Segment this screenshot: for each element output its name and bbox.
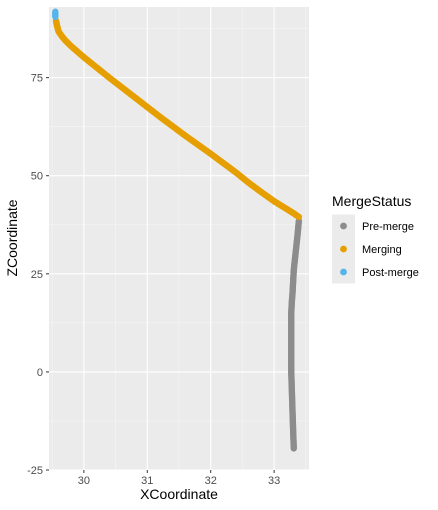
x-tick-label: 32	[205, 475, 217, 487]
y-tick-label: 25	[31, 269, 43, 281]
point-post-merge	[52, 8, 59, 15]
axis-ticks	[46, 77, 275, 473]
legend-swatch	[340, 268, 347, 276]
legend-swatch	[340, 245, 347, 253]
series-merging	[52, 17, 303, 221]
tick-labels: 30 31 32 33 -25 0 25 50 75	[27, 73, 280, 487]
x-tick-label: 31	[141, 475, 153, 487]
grid-minor	[49, 7, 309, 470]
y-axis-title: ZCoordinate	[4, 199, 20, 276]
legend: MergeStatus Pre-merge Merging Post-merge	[332, 193, 419, 284]
legend-entry-merging: Merging	[332, 237, 402, 261]
series-post-merge	[52, 8, 59, 21]
legend-label: Post-merge	[362, 267, 419, 279]
y-tick-label: 50	[31, 171, 43, 183]
legend-entry-pre-merge: Pre-merge	[332, 214, 414, 238]
legend-swatch	[340, 222, 347, 230]
y-tick-label: -25	[27, 465, 43, 477]
y-tick-label: 0	[37, 367, 43, 379]
x-tick-label: 30	[78, 475, 90, 487]
legend-label: Merging	[362, 244, 402, 256]
data-points	[52, 8, 303, 452]
legend-entries: Pre-merge Merging Post-merge	[332, 214, 419, 284]
x-tick-label: 33	[268, 475, 280, 487]
legend-entry-post-merge: Post-merge	[332, 260, 419, 284]
grid-major	[49, 7, 309, 471]
legend-label: Pre-merge	[362, 221, 414, 233]
y-tick-label: 75	[31, 73, 43, 85]
series-pre-merge	[288, 217, 303, 452]
x-axis-title: XCoordinate	[140, 486, 218, 502]
legend-title: MergeStatus	[332, 193, 411, 209]
